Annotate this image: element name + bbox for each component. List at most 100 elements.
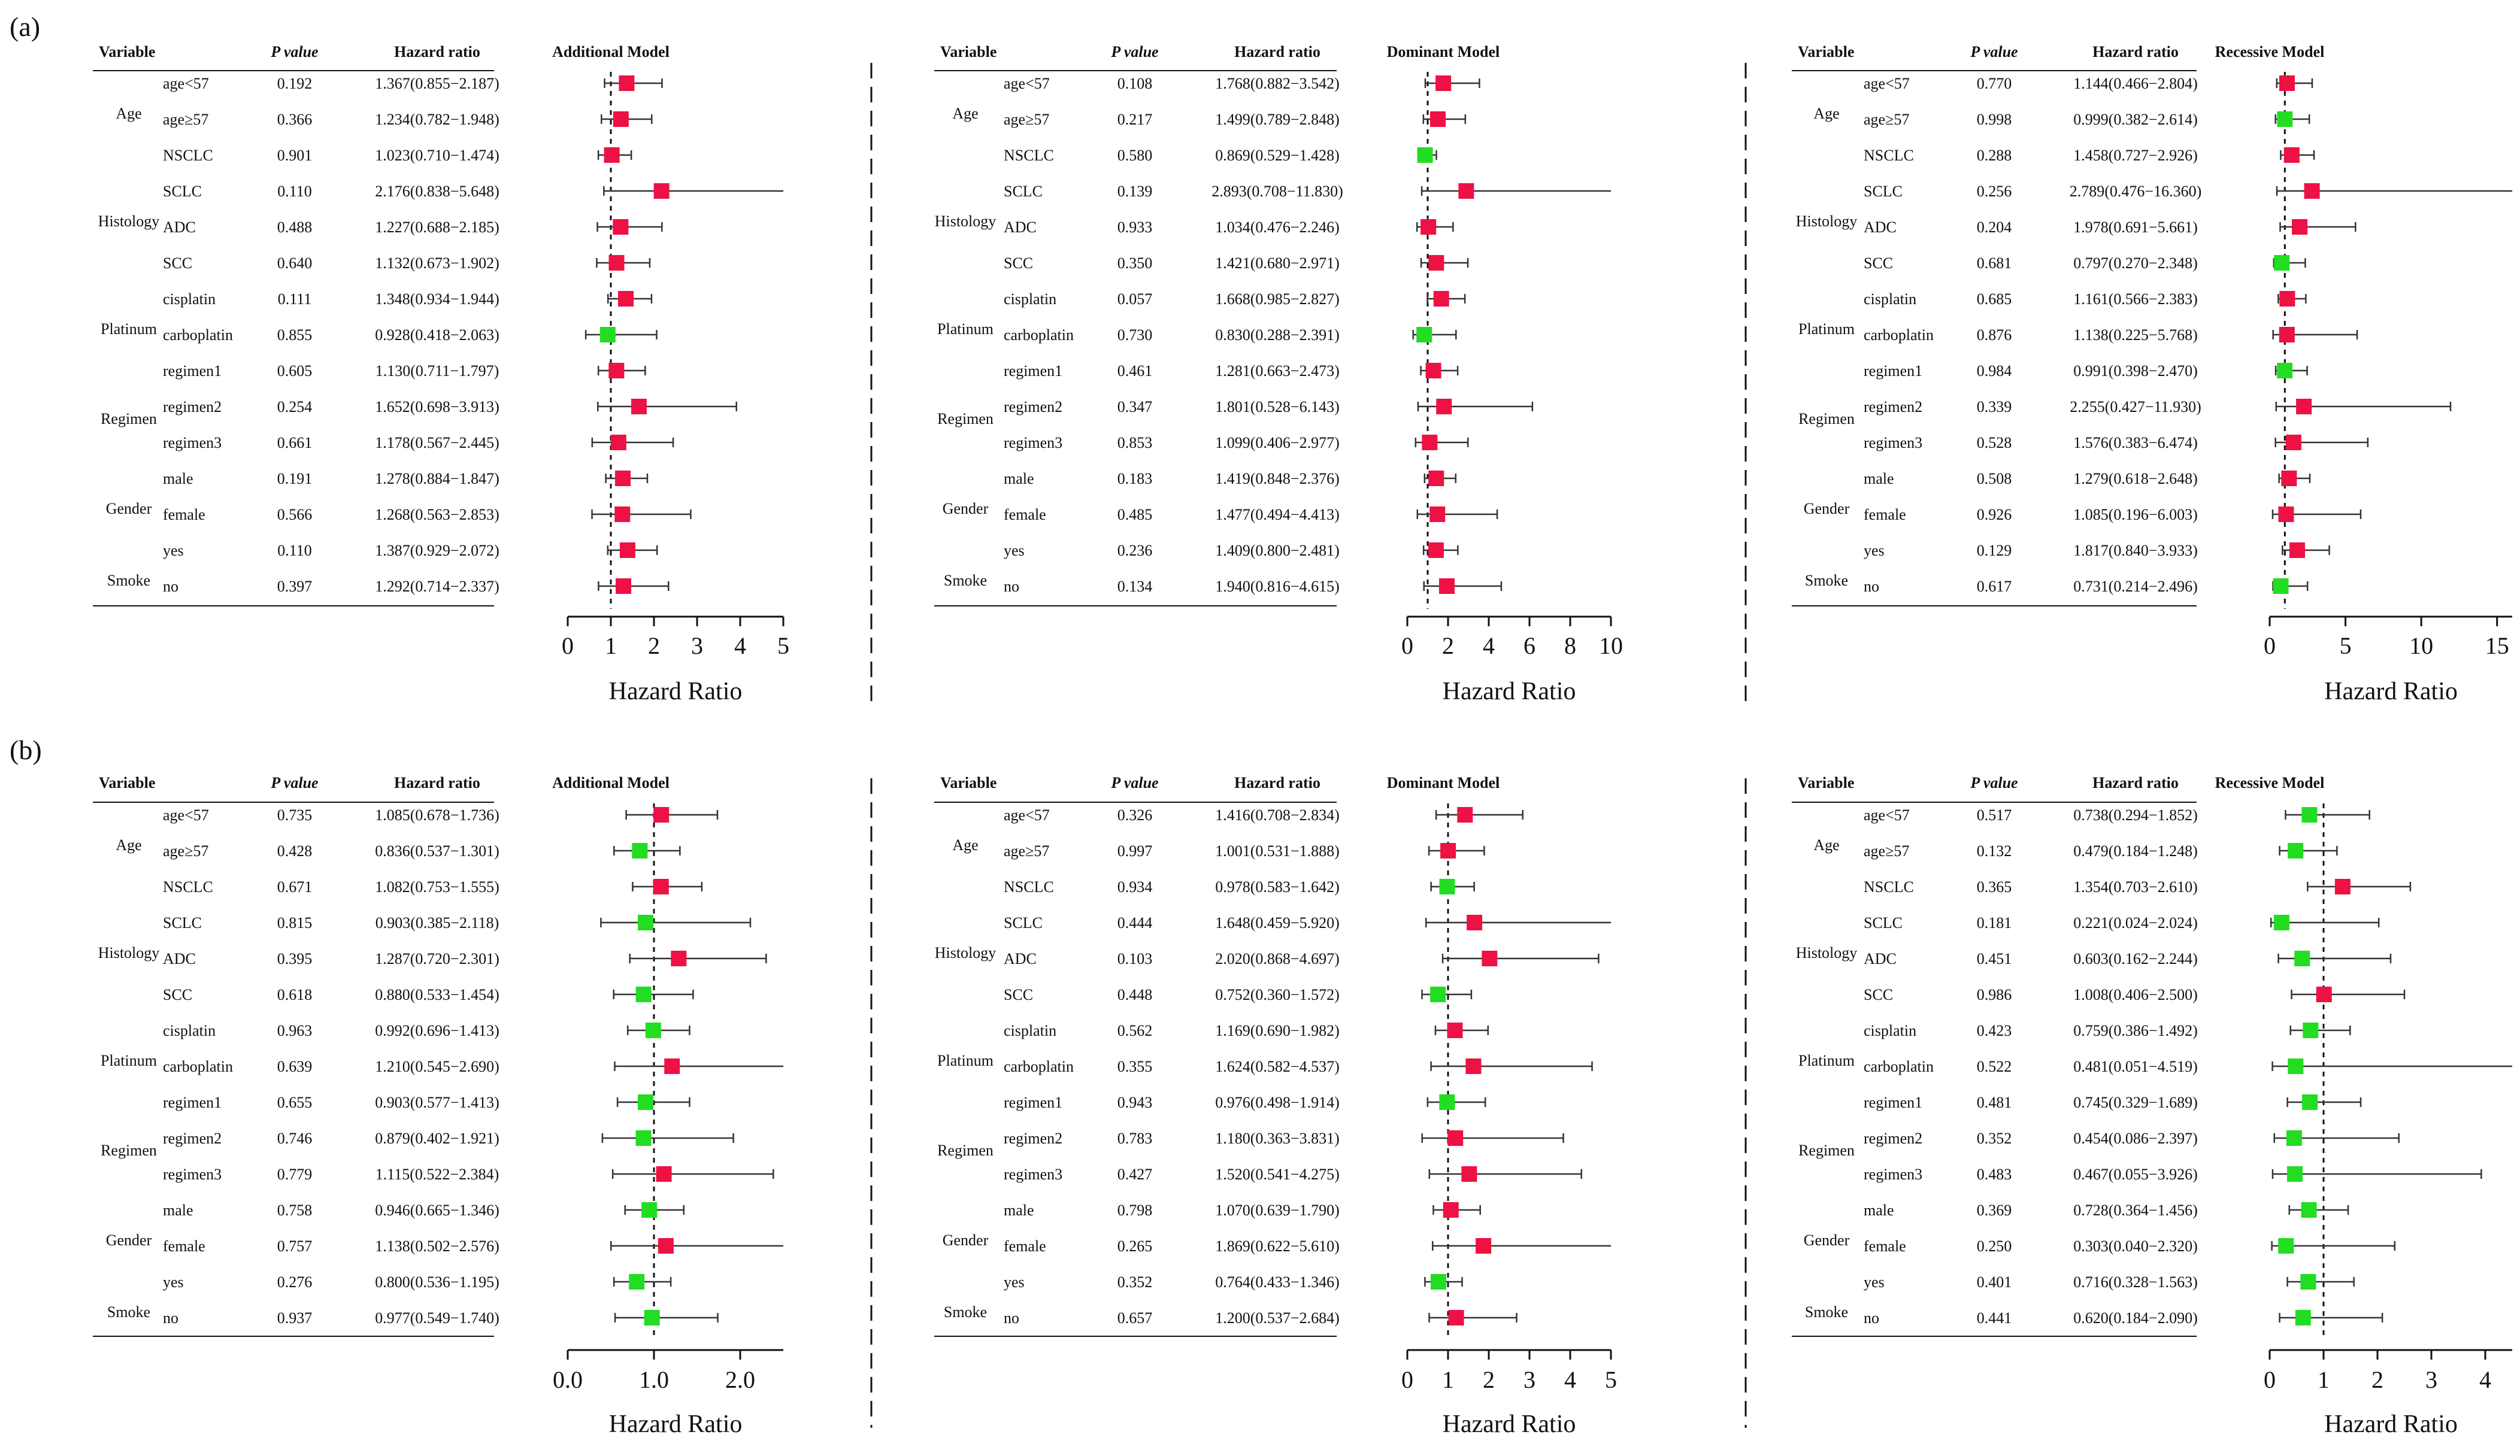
- column-header-variable: Variable: [99, 43, 155, 60]
- row-hazard-ratio: 0.728(0.364−1.456): [2073, 1202, 2197, 1219]
- row-hazard-ratio: 1.367(0.855−2.187): [375, 75, 499, 92]
- row-hazard-ratio: 1.085(0.196−6.003): [2073, 506, 2197, 523]
- row-p-value: 0.681: [1977, 254, 2012, 272]
- row-p-value: 0.783: [1117, 1130, 1153, 1147]
- row-p-value: 0.250: [1977, 1237, 2012, 1255]
- group-label: Gender: [1804, 500, 1850, 517]
- row-variable-name: age≥57: [1004, 842, 1049, 860]
- group-label: Histology: [1796, 213, 1858, 230]
- group-label: Age: [952, 105, 978, 122]
- column-header-p-value: P value: [270, 774, 318, 791]
- group-label: Age: [1813, 105, 1839, 122]
- row-hazard-ratio: 2.789(0.476−16.360): [2070, 183, 2201, 200]
- row-variable-name: regimen3: [1004, 1166, 1062, 1183]
- hr-point-marker: [1457, 807, 1473, 823]
- row-variable-name: age<57: [1004, 806, 1050, 824]
- row-p-value: 0.528: [1977, 434, 2012, 451]
- x-axis-tick-label: 0.0: [553, 1366, 583, 1393]
- hr-point-marker: [1447, 1023, 1463, 1038]
- row-variable-name: age<57: [163, 75, 209, 92]
- row-hazard-ratio: 1.801(0.528−6.143): [1215, 398, 1339, 415]
- row-p-value: 0.671: [277, 878, 313, 896]
- row-variable-name: male: [1004, 470, 1034, 487]
- row-variable-name: female: [1004, 506, 1046, 523]
- group-label: Histology: [935, 213, 997, 230]
- row-variable-name: age<57: [1004, 75, 1050, 92]
- row-hazard-ratio: 0.221(0.024−2.024): [2073, 914, 2197, 932]
- row-variable-name: age≥57: [163, 842, 208, 860]
- x-axis-tick-label: 0: [2264, 1366, 2276, 1393]
- row-p-value: 0.326: [1117, 806, 1153, 824]
- column-header-hazard-ratio: Hazard ratio: [2092, 774, 2179, 791]
- row-variable-name: yes: [1864, 1273, 1885, 1291]
- hr-point-marker: [613, 219, 629, 235]
- row-p-value: 0.401: [1977, 1273, 2012, 1291]
- x-axis-tick-label: 8: [1564, 632, 1576, 659]
- row-p-value: 0.605: [277, 362, 313, 380]
- row-hazard-ratio: 1.458(0.727−2.926): [2073, 147, 2197, 164]
- row-p-value: 0.441: [1977, 1309, 2012, 1327]
- row-p-value: 0.288: [1977, 147, 2012, 164]
- row-variable-name: regimen2: [1864, 1130, 1922, 1147]
- row-p-value: 0.926: [1977, 506, 2012, 523]
- row-hazard-ratio: 1.281(0.663−2.473): [1215, 362, 1339, 380]
- row-hazard-ratio: 0.603(0.162−2.244): [2073, 950, 2197, 967]
- row-hazard-ratio: 0.745(0.329−1.689): [2073, 1094, 2197, 1111]
- hr-point-marker: [2289, 542, 2305, 558]
- row-hazard-ratio: 1.648(0.459−5.920): [1215, 914, 1339, 932]
- group-label: Age: [116, 836, 141, 854]
- row-variable-name: female: [1864, 1237, 1906, 1255]
- hr-point-marker: [1467, 915, 1483, 930]
- row-hazard-ratio: 0.991(0.398−2.470): [2073, 362, 2197, 380]
- row-p-value: 0.365: [1977, 878, 2012, 896]
- row-hazard-ratio: 1.144(0.466−2.804): [2073, 75, 2197, 92]
- row-variable-name: SCLC: [1864, 183, 1903, 200]
- row-p-value: 0.397: [277, 578, 313, 595]
- group-label: Regimen: [937, 410, 994, 427]
- x-axis-tick-label: 4: [1564, 1366, 1576, 1393]
- row-variable-name: yes: [1004, 1273, 1025, 1291]
- row-p-value: 0.758: [277, 1202, 313, 1219]
- x-axis-tick-label: 1.0: [639, 1366, 669, 1393]
- row-p-value: 0.933: [1117, 219, 1153, 236]
- column-header-p-value: P value: [270, 43, 318, 60]
- hr-point-marker: [1435, 75, 1452, 91]
- hr-point-marker: [1440, 843, 1456, 859]
- row-hazard-ratio: 0.879(0.402−1.921): [375, 1130, 499, 1147]
- hr-point-marker: [604, 147, 620, 163]
- group-label: Smoke: [944, 572, 987, 589]
- row-variable-name: age≥57: [163, 111, 208, 128]
- row-variable-name: regimen3: [1004, 434, 1062, 451]
- row-p-value: 0.815: [277, 914, 313, 932]
- hr-point-marker: [631, 399, 647, 414]
- row-variable-name: regimen1: [1004, 362, 1062, 380]
- group-label: Gender: [106, 1231, 152, 1249]
- row-p-value: 0.265: [1117, 1237, 1153, 1255]
- row-p-value: 0.350: [1117, 254, 1153, 272]
- column-header-p-value: P value: [1110, 43, 1158, 60]
- row-p-value: 0.798: [1117, 1202, 1153, 1219]
- column-header-variable: Variable: [940, 43, 997, 60]
- hr-point-marker: [653, 879, 669, 894]
- row-p-value: 0.963: [277, 1022, 313, 1039]
- column-header-hazard-ratio: Hazard ratio: [1234, 774, 1320, 791]
- hr-point-marker: [635, 1130, 652, 1146]
- hr-point-marker: [2283, 147, 2300, 163]
- row-variable-name: male: [1864, 470, 1894, 487]
- hr-point-marker: [613, 111, 629, 127]
- hr-point-marker: [616, 578, 632, 594]
- hr-point-marker: [2279, 75, 2295, 91]
- row-variable-name: no: [1864, 578, 1879, 595]
- row-hazard-ratio: 1.132(0.673−1.902): [375, 254, 499, 272]
- hr-point-marker: [2279, 327, 2295, 342]
- hr-point-marker: [2288, 843, 2304, 859]
- hr-point-marker: [614, 506, 631, 522]
- hr-point-marker: [2304, 183, 2320, 199]
- hr-point-marker: [1417, 147, 1433, 163]
- row-p-value: 0.254: [277, 398, 313, 415]
- group-label: Age: [1813, 836, 1839, 854]
- row-hazard-ratio: 1.130(0.711−1.797): [375, 362, 499, 380]
- column-header-hazard-ratio: Hazard ratio: [394, 774, 480, 791]
- row-variable-name: female: [1864, 506, 1906, 523]
